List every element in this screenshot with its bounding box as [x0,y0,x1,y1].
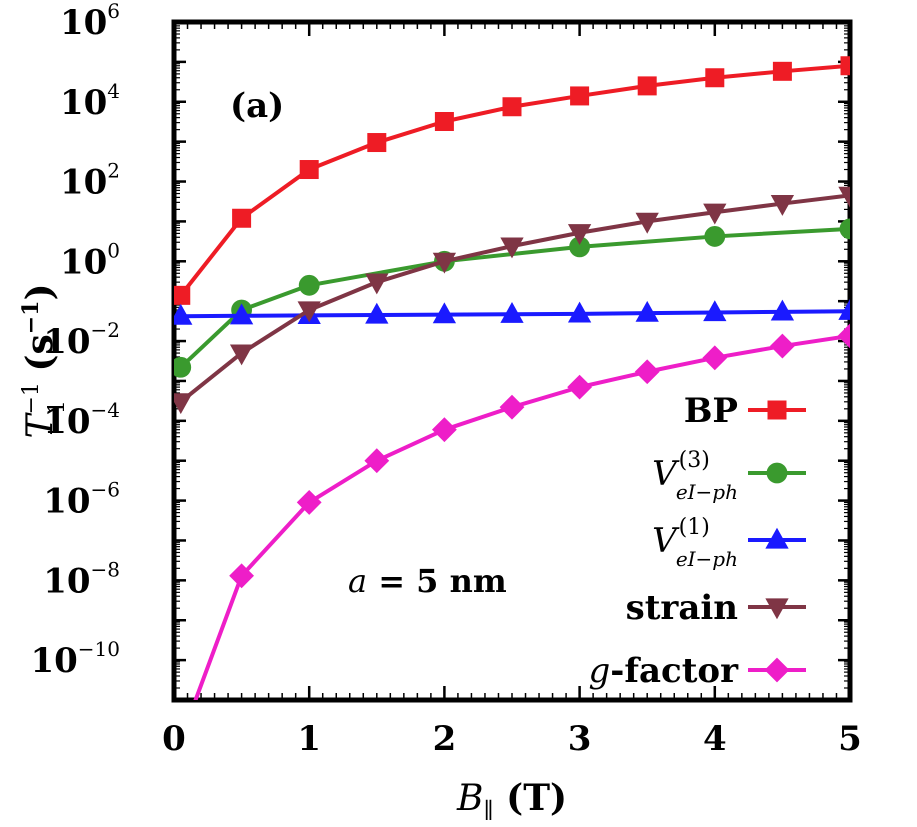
y-tick-label: 10−4 [43,398,120,442]
y-tick-label: 10−6 [43,478,120,522]
ticks: 0 1 2 3 4 5 10−10 10−8 10−6 10−4 10−2 100 102 104 106 [30,0,861,759]
legend-entry: strain [626,588,806,628]
marker-square [299,160,319,180]
marker-diamond [702,345,728,371]
marker-square [840,56,850,76]
series-line [179,193,850,404]
x-tick-label: 5 [838,719,862,759]
marker-triangle-up [770,299,795,321]
x-tick-label: 3 [568,719,592,759]
legend-entry: BP [684,391,806,431]
marker-diamond [431,417,457,443]
marker-square [767,400,787,420]
series-v-1-ei-ph [174,298,850,325]
marker-square [772,61,792,81]
legend-label: g-factor [588,651,739,691]
marker-diamond [769,333,795,359]
marker-triangle-up [635,300,659,322]
marker-triangle-down [703,203,727,225]
marker-triangle-down [635,212,659,234]
marker-triangle-up [365,302,389,324]
y-tick-label: 104 [60,79,120,123]
marker-triangle-down [765,598,789,620]
marker-triangle-up [703,300,727,322]
y-tick-label: 100 [60,238,120,282]
y-tick-label: 10−10 [30,637,120,681]
series-layer [174,56,850,700]
marker-diamond [499,394,525,420]
marker-triangle-down [365,273,389,295]
marker-square [367,133,387,153]
legend-label: BP [684,391,738,431]
panel-label: (a) [230,86,284,126]
marker-circle [174,356,192,378]
legend-entry: g-factor [588,651,806,691]
marker-square [502,97,522,117]
marker-diamond [364,448,390,474]
y-tick-label: 102 [60,159,120,203]
marker-square [232,208,252,228]
legend-entry: V(1) eI−ph [652,515,806,571]
marker-triangle-down [838,186,850,208]
marker-triangle-up [765,527,789,549]
marker-triangle-down [229,344,254,366]
marker-triangle-up [500,301,524,323]
y-axis-title: T−11 (s−1) [18,283,70,438]
marker-diamond [229,563,255,589]
marker-circle [766,462,788,484]
marker-triangle-down [500,237,524,259]
series-g-factor [193,323,850,700]
x-axis-title: B∥ (T) [456,777,567,824]
marker-triangle-down [567,224,592,246]
marker-diamond [296,490,322,515]
marker-square [570,86,590,106]
marker-triangle-down [432,252,457,274]
marker-square [705,68,725,88]
legend-entry: V(3) eI−ph [652,448,806,504]
annotation: a = 5 nm [348,562,507,600]
marker-diamond [837,323,850,349]
legend-label: V(3) eI−ph [652,448,738,504]
marker-triangle-down [297,301,321,323]
marker-circle [839,218,850,240]
marker-triangle-up [174,303,193,325]
marker-diamond [764,657,790,683]
marker-square [434,112,454,132]
marker-triangle-up [432,302,457,324]
series-line [193,333,850,700]
y-tick-label: 10−8 [43,557,120,601]
series-strain [174,186,850,415]
marker-square [174,285,191,305]
legend-label: V(1) eI−ph [652,515,738,571]
series-bp [174,56,850,305]
legend-label: strain [626,588,738,628]
legend: BP V(3) eI−ph V(1) eI−ph strain g-factor [588,391,806,691]
marker-circle [704,226,726,247]
x-tick-label: 2 [433,719,457,759]
marker-diamond [567,374,593,400]
marker-circle [298,274,320,296]
x-tick-label: 4 [703,719,727,759]
y-tick-label: 106 [60,0,120,43]
marker-square [637,76,657,96]
x-tick-label: 1 [297,719,321,759]
marker-diamond [634,359,660,385]
marker-triangle-down [174,393,193,415]
x-tick-label: 0 [162,719,186,759]
marker-triangle-up [229,303,254,325]
marker-triangle-up [838,298,850,320]
marker-triangle-up [567,301,592,323]
y-tick-label: 10−2 [43,318,120,362]
marker-triangle-down [770,194,795,216]
